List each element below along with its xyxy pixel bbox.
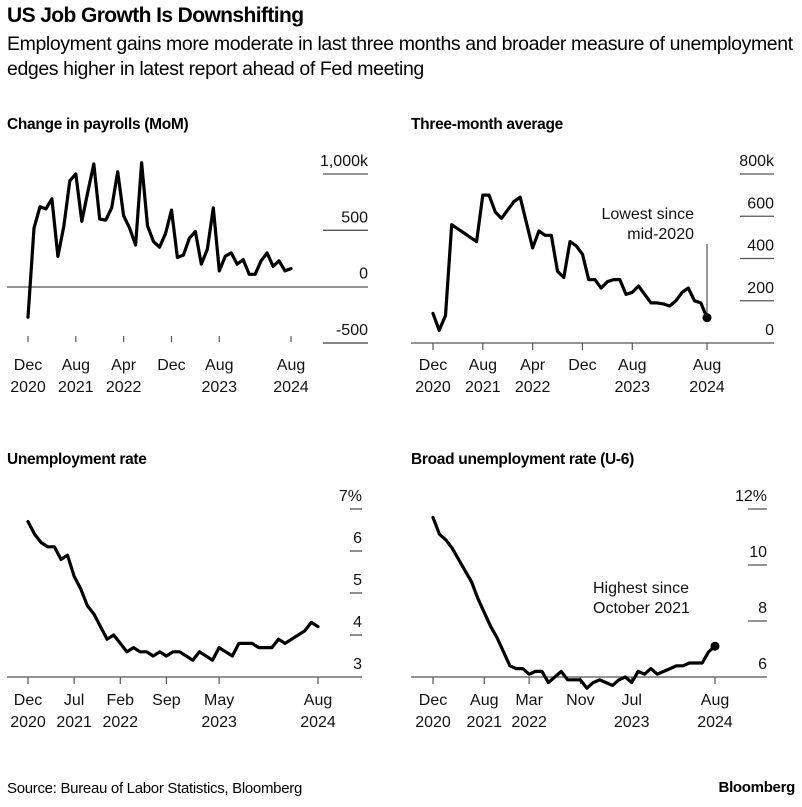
payrolls-series-line — [26, 161, 293, 319]
unemployment-rate-xtick-year: 2020 — [10, 714, 46, 731]
three-month-average-series-line — [431, 193, 709, 332]
three-month-average-xtick-year: 2022 — [515, 379, 551, 396]
three-month-average-ytick-label: 0 — [765, 322, 774, 339]
payrolls-xtick-year: 2021 — [58, 379, 94, 396]
u6-rate-last-point-marker — [710, 641, 720, 651]
payrolls-xtick-label: Dec — [157, 357, 185, 374]
three-month-average-xtick-label: Aug — [618, 357, 646, 374]
u6-rate-xtick-year: 2022 — [511, 714, 547, 731]
payrolls-xtick-year: 2024 — [273, 379, 309, 396]
unemployment-rate-ytick-label: 6 — [353, 530, 362, 547]
three-month-average-last-point-marker — [702, 313, 712, 323]
unemployment-rate-xtick-label: May — [204, 692, 234, 709]
payrolls-xtick-label: Aug — [277, 357, 305, 374]
three-month-average-xtick-year: 2020 — [415, 379, 451, 396]
u6-rate-xtick-label: Aug — [470, 692, 498, 709]
panel-title-three-month-average: Three-month average — [411, 116, 563, 133]
three-month-average-xtick-label: Aug — [469, 357, 497, 374]
unemployment-rate-xtick-label: Aug — [304, 692, 332, 709]
payrolls-xtick-label: Aug — [62, 357, 90, 374]
unemployment-rate-ytick-label: 7% — [339, 488, 362, 505]
three-month-average-xtick-label: Dec — [419, 357, 447, 374]
u6-rate-ytick-label: 10 — [749, 544, 767, 561]
unemployment-rate-xtick-label: Feb — [106, 692, 134, 709]
u6-rate-xtick-label: Nov — [566, 692, 594, 709]
unemployment-rate-ytick-label: 5 — [353, 572, 362, 589]
bloomberg-logo: Bloomberg — [718, 779, 796, 796]
u6-rate-xtick-label: Dec — [419, 692, 447, 709]
u6-rate-ytick-label: 6 — [758, 656, 767, 673]
payrolls-xtick-label: Dec — [14, 357, 42, 374]
source-note: Source: Bureau of Labor Statistics, Bloo… — [7, 780, 302, 797]
three-month-average-xtick-year: 2024 — [689, 379, 725, 396]
unemployment-rate-ytick-label: 3 — [353, 656, 362, 673]
three-month-average-xtick-label: Apr — [520, 357, 546, 374]
unemployment-rate-xtick-label: Dec — [14, 692, 42, 709]
panel-title-payrolls: Change in payrolls (MoM) — [7, 116, 189, 133]
u6-rate-xtick-year: 2021 — [466, 714, 502, 731]
u6-rate-xtick-label: Aug — [701, 692, 729, 709]
unemployment-rate-xtick-year: 2024 — [300, 714, 336, 731]
payrolls-xtick-year: 2022 — [106, 379, 142, 396]
u6-rate-annotation-line1: Highest since — [593, 580, 689, 597]
payrolls-ytick-label: 0 — [359, 266, 368, 283]
unemployment-rate-xtick-year: 2022 — [102, 714, 138, 731]
three-month-average-xtick-label: Aug — [693, 357, 721, 374]
three-month-average-ytick-label: 400 — [747, 238, 774, 255]
u6-rate-xtick-year: 2024 — [697, 714, 733, 731]
three-month-average-ytick-label: 600 — [747, 195, 774, 212]
payrolls-ytick-label: 500 — [341, 209, 368, 226]
chart-title: US Job Growth Is Downshifting — [7, 4, 304, 27]
u6-rate-series-line — [431, 515, 717, 690]
payrolls-xtick-label: Apr — [111, 357, 137, 374]
u6-rate-xtick-year: 2020 — [415, 714, 451, 731]
chart-subtitle: Employment gains more moderate in last t… — [7, 33, 793, 80]
three-month-average-ytick-label: 800k — [739, 153, 775, 170]
panel-title-u6-rate: Broad unemployment rate (U-6) — [411, 451, 634, 468]
u6-rate-xtick-label: Mar — [515, 692, 543, 709]
payrolls-ytick-label: 1,000k — [320, 153, 369, 170]
payrolls-ytick-label: -500 — [336, 322, 368, 339]
unemployment-rate-xtick-label: Sep — [152, 692, 181, 709]
three-month-average-annotation-line2: mid-2020 — [627, 226, 694, 243]
u6-rate-xtick-label: Jul — [621, 692, 641, 709]
unemployment-rate-xtick-year: 2021 — [56, 714, 92, 731]
unemployment-rate-xtick-label: Jul — [64, 692, 84, 709]
three-month-average-ytick-label: 200 — [747, 280, 774, 297]
u6-rate-xtick-year: 2023 — [614, 714, 650, 731]
unemployment-rate-series-line — [26, 519, 320, 662]
three-month-average-xtick-year: 2021 — [465, 379, 501, 396]
u6-rate-ytick-label: 8 — [758, 600, 767, 617]
payrolls-xtick-year: 2023 — [201, 379, 237, 396]
three-month-average-xtick-year: 2023 — [614, 379, 650, 396]
three-month-average-annotation-line1: Lowest since — [602, 206, 695, 223]
u6-rate-ytick-label: 12% — [735, 488, 767, 505]
u6-rate-annotation-line2: October 2021 — [593, 600, 690, 617]
payrolls-xtick-year: 2020 — [10, 379, 46, 396]
three-month-average-xtick-label: Dec — [568, 357, 596, 374]
payrolls-xtick-label: Aug — [205, 357, 233, 374]
unemployment-rate-ytick-label: 4 — [353, 614, 362, 631]
unemployment-rate-xtick-year: 2023 — [201, 714, 237, 731]
panel-title-unemployment-rate: Unemployment rate — [7, 451, 147, 468]
